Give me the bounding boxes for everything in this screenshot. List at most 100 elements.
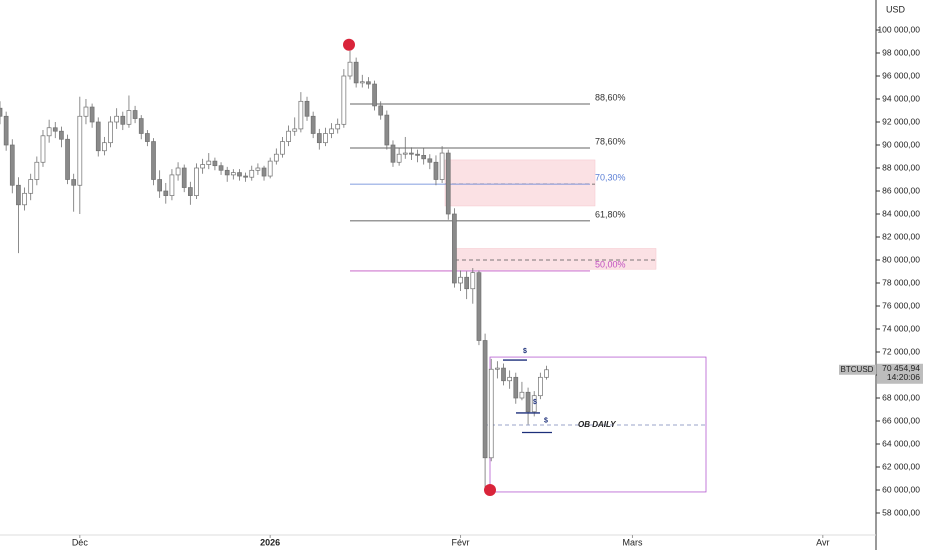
candle-body: [280, 141, 285, 155]
ob-label: OB DAILY: [578, 420, 616, 429]
candle-body: [46, 127, 52, 137]
y-tick-label: 86 000,00: [882, 185, 920, 195]
zone: [454, 248, 657, 270]
candle-body: [71, 179, 77, 186]
candle-body: [181, 167, 187, 188]
y-tick-label: 82 000,00: [882, 231, 920, 241]
candle-body: [3, 115, 9, 146]
x-tick-label: Déc: [72, 537, 89, 547]
candle-body: [495, 367, 500, 370]
candle-body: [347, 61, 353, 77]
candle-body: [372, 83, 377, 107]
candle-body: [501, 367, 506, 382]
candle-body: [378, 105, 384, 116]
candle-body: [169, 174, 175, 196]
y-tick-label: 80 000,00: [882, 254, 920, 264]
y-tick-label: 74 000,00: [882, 323, 920, 333]
candle-body: [0, 107, 3, 117]
y-tick-label: 66 000,00: [882, 415, 920, 425]
candle-body: [28, 179, 34, 194]
candle-body: [335, 123, 341, 130]
candle-body: [108, 121, 113, 144]
candle-body: [439, 152, 445, 180]
candle-body: [458, 276, 463, 284]
candle-body: [298, 100, 304, 130]
y-tick-label: 94 000,00: [882, 93, 920, 103]
zone: [444, 159, 596, 207]
liquidity-label: $: [544, 417, 548, 424]
candle-body: [9, 144, 15, 186]
candle-body: [102, 142, 107, 152]
candle-body: [433, 161, 439, 180]
candle-body: [538, 376, 543, 397]
candle-body: [22, 192, 27, 206]
fib-label: 78,60%: [595, 136, 626, 146]
candle-body: [384, 114, 390, 146]
candle-body: [409, 152, 414, 155]
candle-body: [310, 115, 316, 134]
candle-body: [519, 391, 525, 399]
candle-body: [206, 160, 212, 165]
candle-body: [366, 81, 371, 85]
x-tick-label: Avr: [816, 537, 829, 547]
candle-body: [390, 144, 396, 163]
price-tag-time: 14:20:06: [887, 372, 920, 382]
candle-body: [40, 135, 46, 163]
x-tick-label: Févr: [452, 537, 470, 547]
symbol-tag-label: BTCUSD: [841, 365, 874, 374]
candle-body: [488, 368, 494, 459]
y-tick-label: 92 000,00: [882, 116, 920, 126]
y-tick-label: 88 000,00: [882, 162, 920, 172]
candle-body: [507, 376, 512, 382]
candle-body: [230, 172, 236, 176]
y-tick-label: 78 000,00: [882, 277, 920, 287]
candle-body: [249, 169, 255, 178]
candle-body: [525, 391, 531, 413]
liquidity-label: $: [533, 399, 537, 406]
candle-body: [120, 115, 126, 125]
candle-body: [16, 184, 21, 206]
candle-body: [304, 100, 310, 117]
candle-body: [52, 127, 58, 132]
candle-body: [145, 133, 150, 142]
candle-body: [341, 75, 347, 125]
candle-body: [353, 61, 359, 84]
candle-body: [65, 138, 70, 180]
candle-body: [445, 152, 451, 215]
fib-label: 70,30%: [595, 172, 626, 182]
liquidity-label: $: [523, 348, 527, 355]
y-tick-label: 62 000,00: [882, 461, 920, 471]
y-tick-label: 96 000,00: [882, 70, 920, 80]
candle-body: [89, 106, 95, 123]
candle-body: [476, 272, 482, 341]
candle-body: [163, 190, 169, 196]
candle-body: [267, 160, 273, 177]
candle-body: [452, 213, 457, 284]
candle-body: [470, 272, 476, 290]
symbol-tag: [839, 364, 876, 375]
candle-body: [544, 369, 549, 378]
candle-body: [359, 81, 365, 84]
candle-body: [175, 167, 181, 176]
candle-body: [224, 169, 230, 176]
candle-body: [212, 160, 218, 167]
candle-body: [59, 130, 64, 140]
candle-body: [157, 179, 162, 192]
x-tick-label: Mars: [622, 537, 642, 547]
candle-body: [95, 121, 101, 152]
candle-body: [323, 133, 328, 144]
currency-label: USD: [886, 4, 906, 14]
candle-body: [421, 155, 427, 160]
candle-body: [261, 167, 267, 177]
candle-body: [132, 110, 138, 119]
candle-body: [151, 141, 156, 180]
y-tick-label: 90 000,00: [882, 139, 920, 149]
candle-body: [114, 115, 120, 123]
y-tick-label: 98 000,00: [882, 47, 920, 57]
y-tick-label: 72 000,00: [882, 346, 920, 356]
candle-body: [126, 110, 132, 125]
candle-body: [482, 340, 488, 459]
candle-body: [255, 167, 261, 171]
candle-body: [273, 153, 279, 162]
